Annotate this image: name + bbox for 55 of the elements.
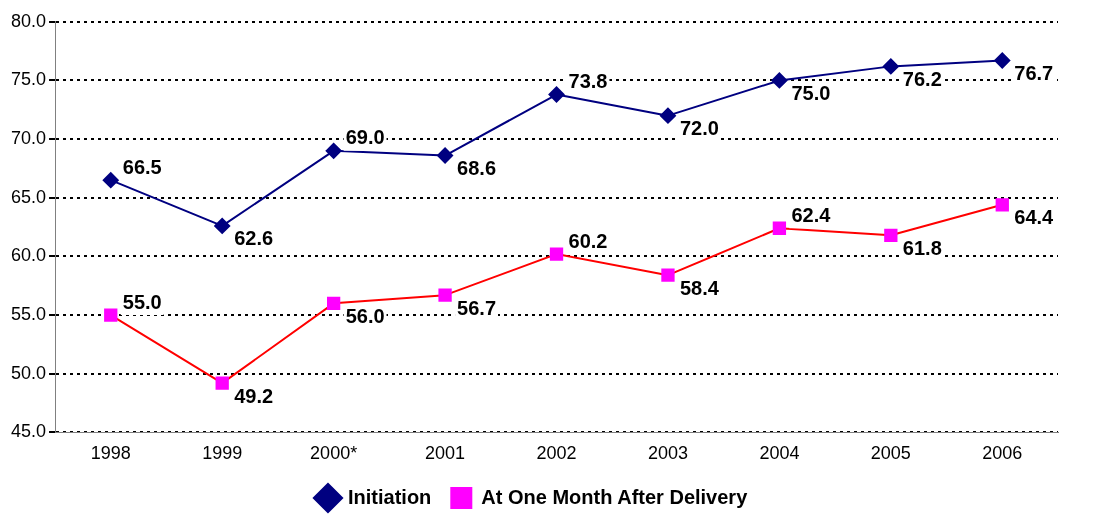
data-label: 64.4	[1014, 206, 1055, 229]
y-tick-label: 80.0	[10, 10, 47, 31]
legend-label: At One Month After Delivery	[481, 485, 749, 508]
data-label: 68.6	[457, 157, 497, 180]
data-label: 76.2	[902, 67, 942, 90]
data-label: 55.0	[122, 290, 162, 313]
x-tick-label: 2004	[759, 443, 800, 464]
point	[437, 147, 454, 164]
x-tick-label: 2002	[536, 443, 577, 464]
data-label: 62.4	[791, 203, 832, 226]
point	[548, 86, 565, 103]
x-tick-label: 2005	[870, 443, 911, 464]
point	[659, 107, 676, 124]
data-label: 60.2	[568, 229, 608, 252]
point	[771, 72, 788, 89]
legend-label: Initiation	[347, 485, 432, 508]
data-label: 66.5	[122, 155, 162, 178]
data-label: 49.2	[234, 384, 274, 407]
data-label: 72.0	[679, 117, 719, 140]
x-tick-label: 2001	[425, 443, 466, 464]
point	[438, 288, 452, 302]
point	[884, 228, 898, 242]
x-tick-label: 1999	[202, 443, 243, 464]
point	[104, 308, 118, 322]
x-tick-label: 2003	[647, 443, 688, 464]
point	[326, 296, 341, 311]
x-tick-label: 1998	[90, 443, 131, 464]
y-tick-label: 75.0	[10, 69, 47, 90]
y-tick-label: 45.0	[10, 421, 47, 442]
point	[549, 247, 564, 261]
y-tick-label: 60.0	[10, 245, 47, 266]
data-label: 73.8	[568, 70, 608, 93]
y-tick-label: 50.0	[10, 362, 47, 383]
point	[661, 268, 675, 282]
y-tick-label: 65.0	[10, 186, 47, 207]
data-label: 62.6	[234, 227, 274, 250]
point	[215, 376, 229, 390]
x-tick-label: 2000*	[310, 443, 358, 464]
data-label: 56.7	[457, 296, 497, 319]
y-tick-label: 70.0	[10, 128, 47, 149]
point	[325, 142, 342, 159]
data-label: 76.7	[1014, 62, 1054, 85]
point	[994, 52, 1011, 69]
point	[882, 58, 899, 75]
point	[772, 221, 787, 235]
data-label: 58.4	[679, 276, 720, 299]
data-label: 75.0	[791, 81, 831, 104]
x-tick-label: 2006	[982, 443, 1023, 464]
point	[214, 217, 231, 234]
data-label: 61.8	[902, 236, 942, 259]
data-label: 56.0	[345, 304, 385, 327]
point	[995, 198, 1009, 212]
y-tick-label: 55.0	[10, 304, 47, 325]
data-label: 69.0	[345, 126, 385, 149]
point	[102, 172, 119, 189]
